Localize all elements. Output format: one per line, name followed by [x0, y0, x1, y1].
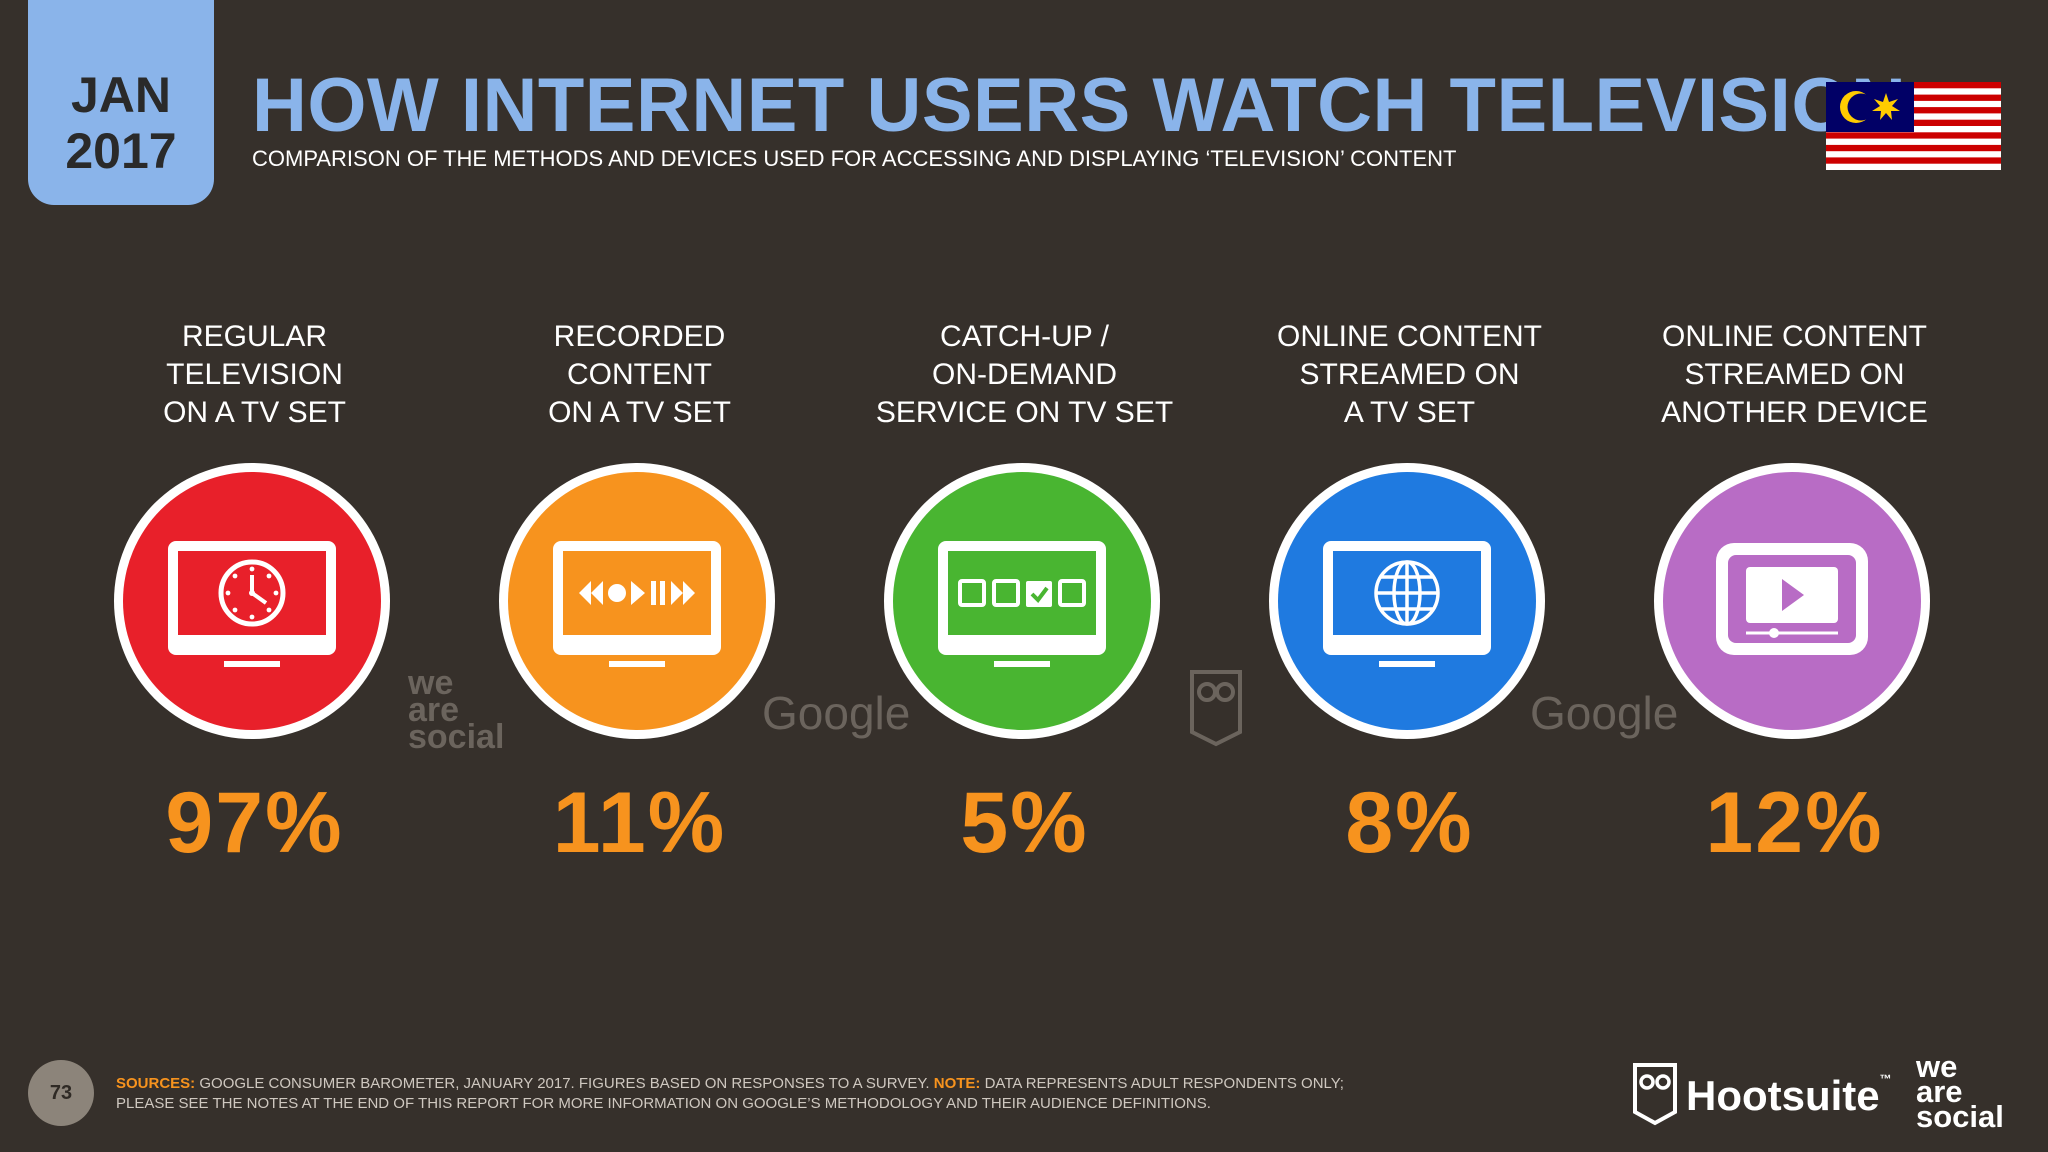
page-number: 73: [28, 1060, 94, 1126]
tv-checkbox-icon: [938, 541, 1106, 667]
category-disc: [499, 463, 775, 739]
category-online-tv: ONLINE CONTENT STREAMED ON A TV SET 8%: [1217, 318, 1602, 866]
category-value: 8%: [1345, 775, 1474, 871]
tv-globe-icon: [1323, 541, 1491, 667]
category-disc: [1269, 463, 1545, 739]
tv-clock-icon: [168, 541, 336, 667]
category-disc: [1654, 463, 1930, 739]
category-value: 97%: [165, 775, 344, 871]
category-label: CATCH-UP / ON-DEMAND SERVICE ON TV SET: [875, 320, 1174, 429]
date-month: JAN: [70, 67, 172, 123]
hootsuite-owl-icon: [1633, 1063, 1677, 1126]
category-value: 5%: [960, 775, 1089, 871]
category-catch-up: CATCH-UP / ON-DEMAND SERVICE ON TV SET 5…: [832, 318, 1217, 866]
we-are-social-watermark: we are social: [408, 664, 505, 757]
page-title: HOW INTERNET USERS WATCH TELEVISION: [252, 63, 1907, 148]
note-label: NOTE:: [933, 1075, 981, 1092]
hootsuite-logo: Hootsuite™: [1632, 1062, 1892, 1126]
sources-label: SOURCES:: [116, 1075, 196, 1092]
category-disc: [884, 463, 1160, 739]
category-label: ONLINE CONTENT STREAMED ON ANOTHER DEVIC…: [1661, 320, 1928, 429]
category-disc: [114, 463, 390, 739]
category-value: 12%: [1705, 775, 1884, 871]
category-regular-tv: REGULAR TELEVISION ON A TV SET 97%: [62, 318, 447, 866]
we-are-social-logo: we are social: [1916, 1049, 2004, 1134]
google-watermark: Google: [1530, 687, 1679, 739]
google-watermark: Google: [762, 687, 911, 739]
date-badge: JAN 2017: [28, 0, 214, 205]
category-label: ONLINE CONTENT STREAMED ON A TV SET: [1276, 320, 1543, 429]
page-subtitle: COMPARISON OF THE METHODS AND DEVICES US…: [252, 146, 1457, 171]
date-year: 2017: [65, 123, 177, 179]
sources-text: GOOGLE CONSUMER BAROMETER, JANUARY 2017.…: [195, 1075, 934, 1092]
hootsuite-name: Hootsuite: [1686, 1072, 1880, 1119]
category-label: RECORDED CONTENT ON A TV SET: [548, 320, 731, 429]
category-value: 11%: [552, 775, 727, 871]
owl-watermark-icon: [1190, 670, 1242, 747]
tv-playback-icon: [553, 541, 721, 667]
category-label: REGULAR TELEVISION ON A TV SET: [163, 320, 346, 429]
device-play-icon: [1716, 543, 1868, 655]
sources-note: SOURCES: GOOGLE CONSUMER BAROMETER, JANU…: [116, 1074, 1376, 1114]
note-text: DATA REPRESENTS ADULT RESPONDENTS ONLY; …: [116, 1075, 1344, 1112]
category-recorded: RECORDED CONTENT ON A TV SET 11%: [447, 318, 832, 866]
trademark-mark: ™: [1879, 1072, 1892, 1086]
malaysia-flag-icon: [1826, 82, 2001, 170]
category-online-device: ONLINE CONTENT STREAMED ON ANOTHER DEVIC…: [1602, 318, 1987, 866]
